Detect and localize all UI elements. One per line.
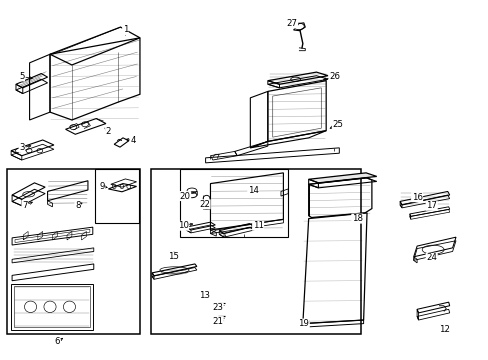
Text: 22: 22 <box>199 200 210 209</box>
Text: 20: 20 <box>179 192 190 201</box>
Text: 23: 23 <box>212 303 223 312</box>
Text: 14: 14 <box>247 185 258 194</box>
Text: 13: 13 <box>199 291 210 300</box>
Text: 19: 19 <box>298 319 308 328</box>
Text: 16: 16 <box>411 193 422 202</box>
Text: 25: 25 <box>332 120 343 129</box>
Text: 4: 4 <box>131 136 136 145</box>
Text: 12: 12 <box>438 325 449 334</box>
Text: 1: 1 <box>122 26 128 35</box>
Text: 24: 24 <box>426 253 436 262</box>
Text: 9: 9 <box>99 182 104 191</box>
Text: 8: 8 <box>75 201 81 210</box>
Text: 2: 2 <box>105 127 111 136</box>
Text: 7: 7 <box>22 201 27 210</box>
Text: 10: 10 <box>177 221 188 230</box>
Text: 17: 17 <box>426 201 436 210</box>
Text: 3: 3 <box>19 143 24 152</box>
Text: 15: 15 <box>168 252 179 261</box>
Polygon shape <box>308 173 376 183</box>
Text: 6: 6 <box>55 337 60 346</box>
Text: 11: 11 <box>252 221 263 230</box>
Text: 5: 5 <box>19 72 24 81</box>
Text: 26: 26 <box>328 72 339 81</box>
Text: 27: 27 <box>286 19 297 28</box>
Text: 18: 18 <box>351 214 362 223</box>
Text: 21: 21 <box>212 316 223 325</box>
